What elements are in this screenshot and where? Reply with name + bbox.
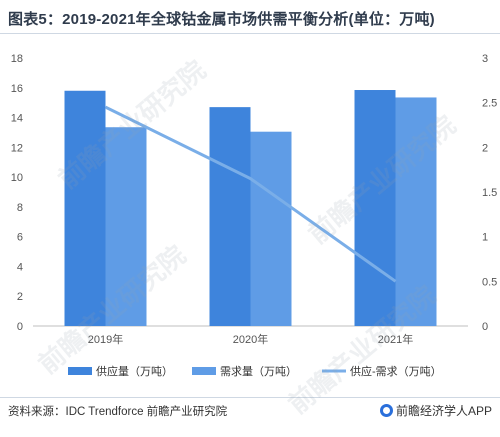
footer-divider — [0, 397, 500, 398]
bar-demand — [395, 97, 437, 326]
y-left-tick-label: 6 — [17, 232, 23, 244]
legend-label-balance: 供应-需求（万吨） — [350, 364, 442, 378]
x-tick-label: 2021年 — [378, 332, 413, 346]
y-left-tick-label: 4 — [17, 261, 23, 273]
source-note: 资料来源：IDC Trendforce 前瞻产业研究院 — [8, 406, 228, 418]
y-left-tick-label: 2 — [17, 291, 23, 303]
chart-area: 0 2 4 6 8 10 12 14 16 18 0 0.5 1 1.5 2 2.5 3 2019年 2020年 20… — [11, 53, 498, 378]
y-right-tick-label: 1.5 — [482, 187, 497, 199]
legend-label-supply: 供应量（万吨） — [96, 364, 173, 378]
y-left-tick-label: 12 — [11, 142, 23, 154]
x-tick-label: 2020年 — [233, 332, 268, 346]
x-tick-label: 2019年 — [88, 332, 123, 346]
bar-supply — [354, 90, 396, 326]
y-left-tick-label: 0 — [17, 321, 23, 333]
bar-supply — [209, 107, 251, 326]
y-left-tick-label: 16 — [11, 83, 23, 95]
bar-demand — [105, 127, 147, 326]
brand-logo-icon — [379, 404, 393, 417]
brand-text: 前瞻经济学人APP — [395, 404, 492, 418]
y-right-tick-label: 3 — [482, 53, 488, 65]
legend-swatch-demand — [192, 367, 216, 375]
legend-swatch-supply — [68, 367, 92, 375]
title-divider — [0, 33, 500, 34]
y-left-tick-label: 8 — [17, 202, 23, 214]
y-right-tick-label: 1 — [482, 232, 488, 244]
y-right-tick-label: 0.5 — [482, 276, 497, 288]
bar-supply — [64, 90, 106, 326]
legend-label-demand: 需求量（万吨） — [220, 365, 297, 378]
y-right-tick-label: 2.5 — [482, 98, 497, 110]
brand-label: 前瞻经济学人APP — [379, 402, 492, 419]
y-left-tick-label: 18 — [11, 53, 23, 65]
y-right-tick-label: 2 — [482, 142, 488, 154]
bar-demand — [250, 131, 292, 326]
y-left-tick-label: 10 — [11, 172, 23, 184]
chart-title: 图表5：2019-2021年全球钴金属市场供需平衡分析(单位：万吨) — [8, 11, 435, 28]
y-right-tick-label: 0 — [482, 321, 488, 333]
y-left-tick-label: 14 — [11, 113, 23, 125]
